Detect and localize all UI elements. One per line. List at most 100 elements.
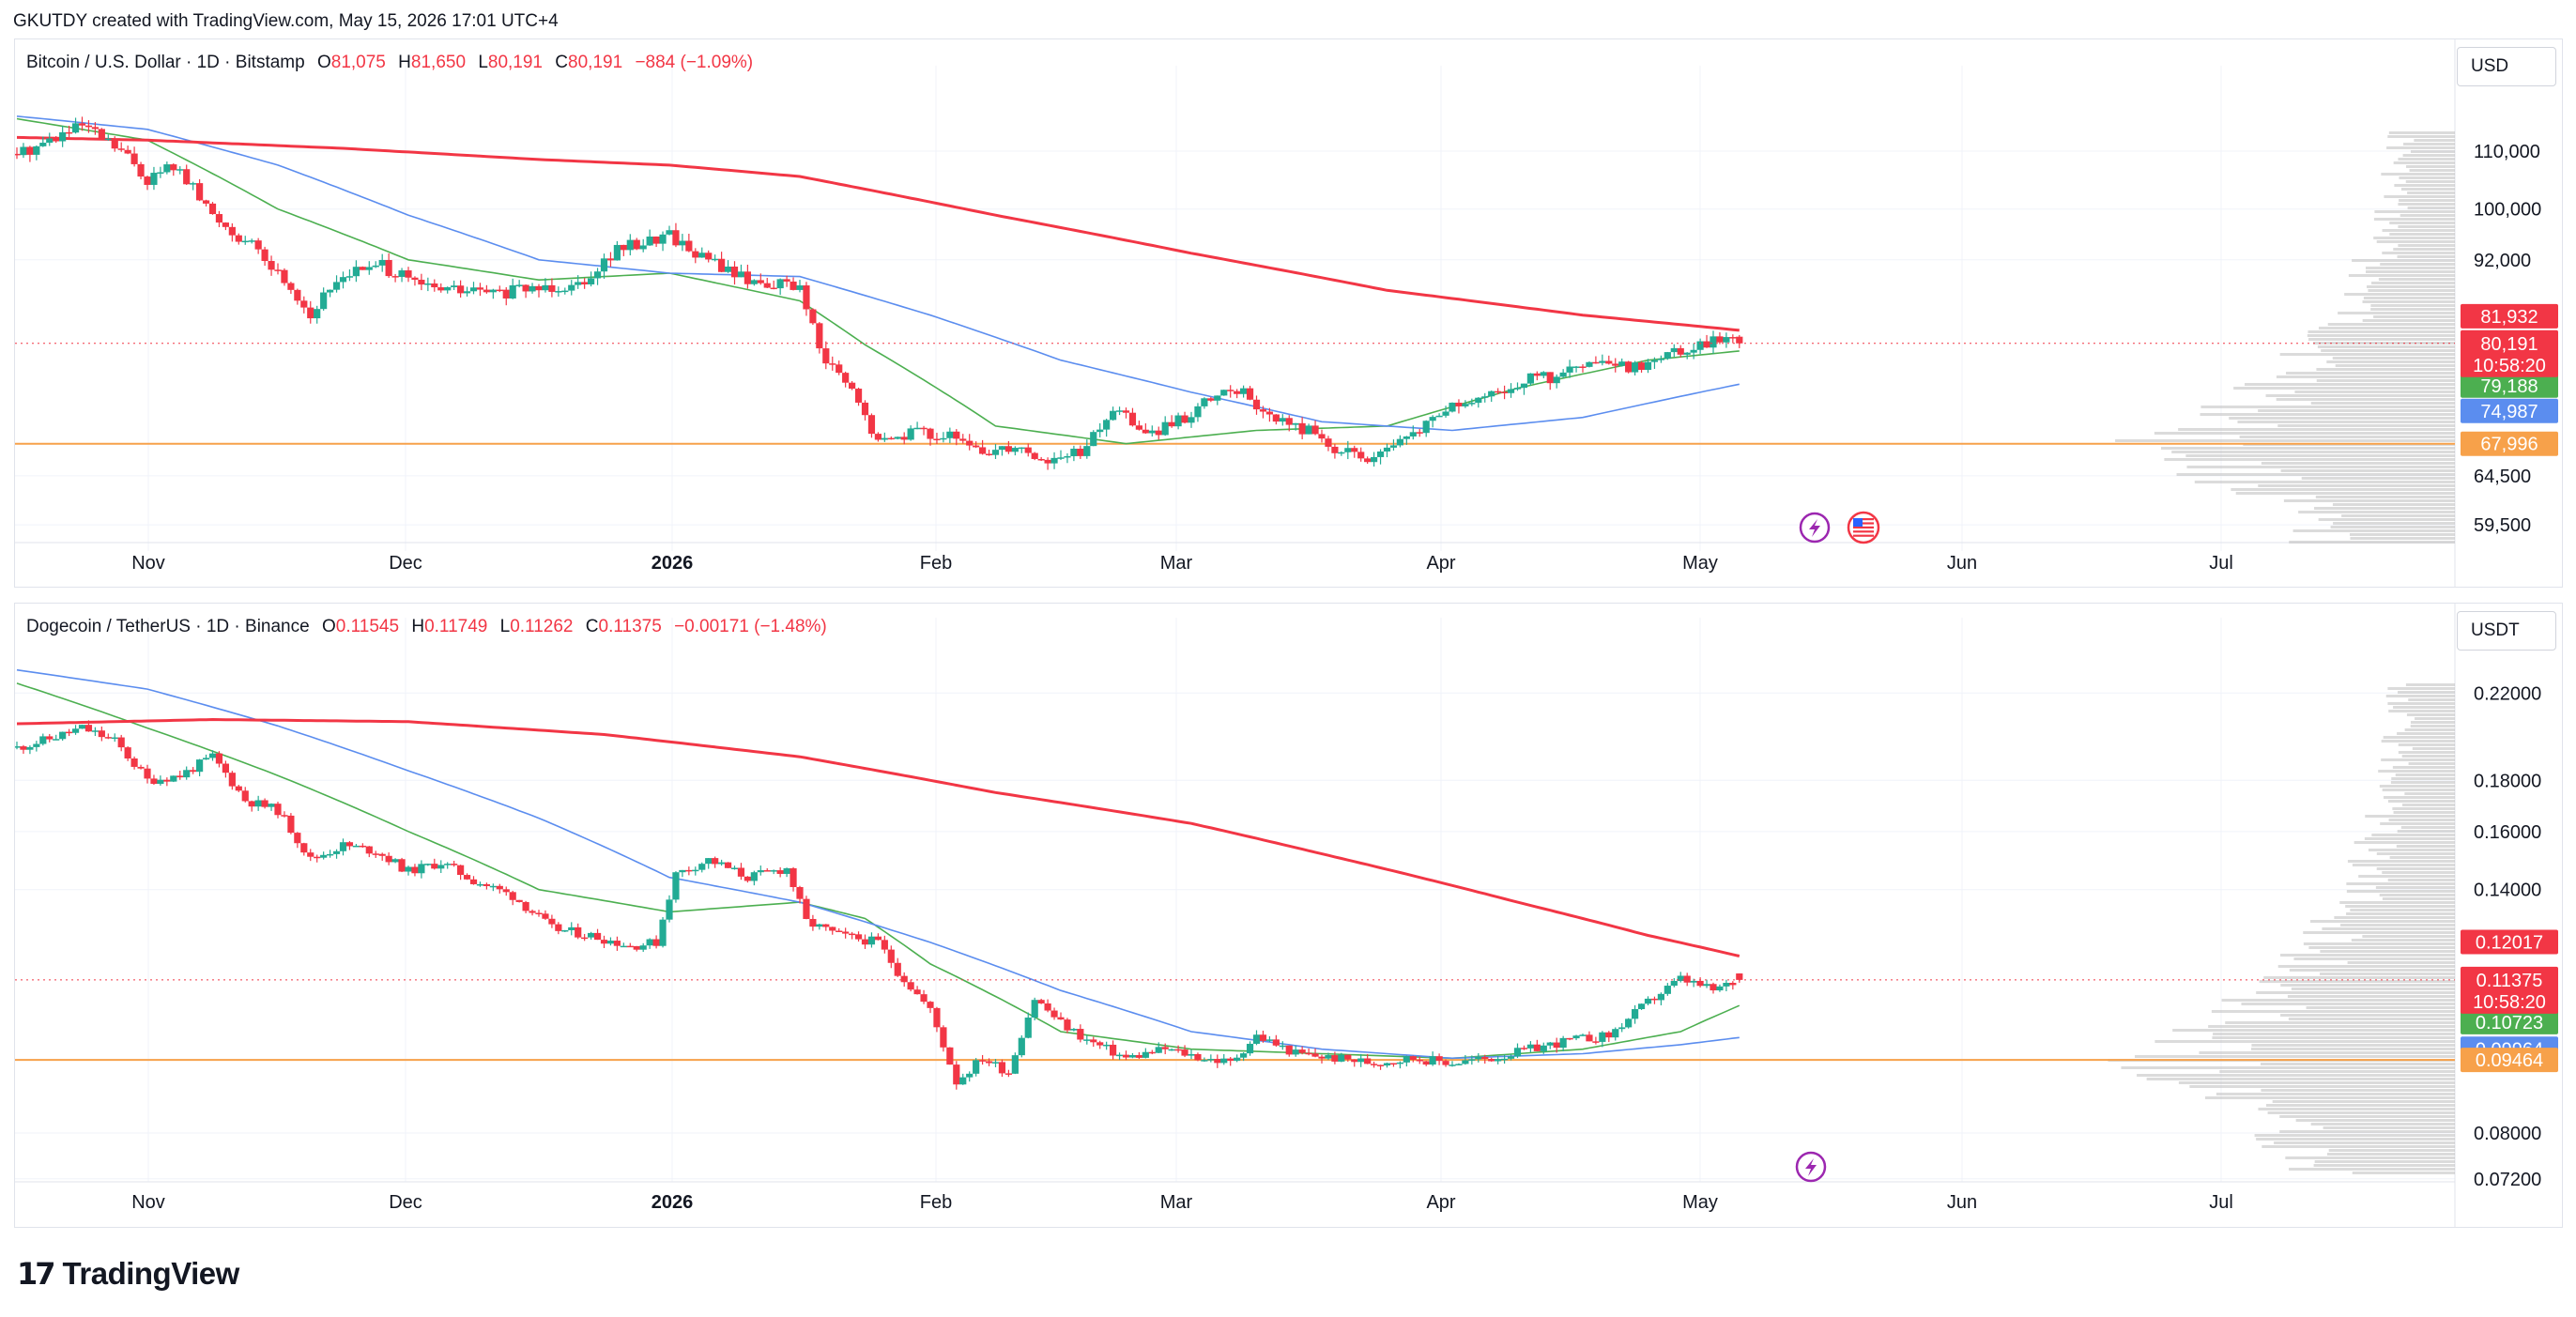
btc-candle-body xyxy=(1044,459,1051,464)
btc-candle-body xyxy=(1188,417,1195,423)
doge-grid xyxy=(15,618,2455,1182)
btc-symbol: Bitcoin / U.S. Dollar · 1D · Bitstamp xyxy=(26,53,305,72)
doge-candle-body xyxy=(130,758,138,767)
btc-candle-body xyxy=(959,438,967,441)
doge-volume-bar xyxy=(2251,1044,2455,1047)
btc-candle-body xyxy=(1305,425,1312,435)
btc-candle-body xyxy=(803,285,810,310)
doge-candle-body xyxy=(1572,1035,1580,1039)
btc-candle-body xyxy=(1325,438,1332,447)
btc-close-label: C xyxy=(555,53,569,72)
doge-open-label: O xyxy=(321,617,336,636)
btc-candle-body xyxy=(1298,422,1306,435)
btc-candle-body xyxy=(451,285,458,287)
doge-volume-bar xyxy=(2135,1055,2455,1058)
doge-candle-body xyxy=(920,994,928,1003)
doge-currency-selector[interactable]: USDT xyxy=(2457,611,2556,651)
doge-lightning-icon xyxy=(1795,1151,1827,1183)
doge-candle-body xyxy=(1083,1039,1091,1041)
btc-candle-body xyxy=(1161,421,1169,436)
btc-candle-body xyxy=(874,434,882,440)
doge-volume-bar xyxy=(2279,1115,2455,1118)
btc-volume-bar xyxy=(2261,462,2455,465)
btc-candle-body xyxy=(822,348,830,364)
doge-volume-bar xyxy=(2383,736,2455,739)
btc-volume-bar xyxy=(2200,406,2455,408)
btc-volume-bar xyxy=(2373,315,2455,318)
btc-candle-body xyxy=(1214,395,1221,401)
doge-ma-slow-line xyxy=(16,717,1740,957)
doge-candle-body xyxy=(659,919,667,946)
doge-candle-body xyxy=(881,940,888,950)
doge-last-price-tag-bg xyxy=(2461,966,2558,1014)
btc-candle-body xyxy=(1513,388,1522,390)
btc-candle-body xyxy=(235,235,242,242)
doge-volume-bar xyxy=(2287,995,2455,998)
btc-chart-svg[interactable]: 110,000 100,000 92,000 64,500 59,500 Nov Dec 20… xyxy=(15,39,2562,587)
btc-volume-bar xyxy=(2348,274,2455,277)
doge-candle-body xyxy=(698,864,706,870)
doge-open-value: 0.11545 xyxy=(335,617,400,636)
tradingview-wordmark: TradingView xyxy=(62,1256,240,1291)
doge-candle-body xyxy=(1383,1063,1391,1066)
btc-candle-body xyxy=(352,267,360,277)
btc-candle-body xyxy=(666,230,673,235)
btc-candle-body xyxy=(842,373,850,383)
doge-volume-bar xyxy=(2376,852,2455,855)
doge-volume-bar xyxy=(2303,942,2455,945)
btc-candle-body xyxy=(1657,359,1664,360)
btc-volume-bar xyxy=(2389,233,2455,236)
btc-volume-bar xyxy=(2171,451,2455,453)
doge-candles xyxy=(15,720,1743,1090)
doge-candle-body xyxy=(685,869,693,872)
doge-candle-body xyxy=(1553,1042,1560,1049)
btc-candle-body xyxy=(1272,414,1280,422)
doge-volume-bar xyxy=(2415,717,2455,720)
doge-lightning-icon-bolt xyxy=(1805,1158,1817,1176)
btc-x-tick-label: Jul xyxy=(2209,553,2233,574)
doge-chart-svg[interactable]: 0.22000 0.18000 0.16000 0.14000 0.08000 0.072… xyxy=(15,604,2562,1227)
btc-candle-body xyxy=(620,244,627,251)
doge-volume-bar xyxy=(2260,1063,2455,1065)
doge-candle-body xyxy=(1455,1064,1463,1065)
doge-volume-bar xyxy=(2310,1123,2455,1126)
btc-candle-body xyxy=(281,269,288,283)
doge-volume-bar xyxy=(2368,849,2455,851)
doge-candle-body xyxy=(59,731,67,740)
doge-volume-bar xyxy=(2261,1089,2455,1092)
doge-candle-body xyxy=(1526,1044,1534,1049)
btc-volume-bar xyxy=(2289,541,2455,544)
btc-candle-body xyxy=(529,285,536,292)
btc-volume-bar xyxy=(2386,146,2455,149)
doge-candle-body xyxy=(959,1077,967,1085)
doge-x-tick-label: Apr xyxy=(1426,1192,1455,1213)
btc-y-tick-label: 59,500 xyxy=(2474,515,2531,536)
btc-candle-body xyxy=(1396,438,1403,446)
doge-candle-body xyxy=(1259,1034,1267,1041)
tradingview-logo[interactable]: 17 TradingView xyxy=(17,1255,239,1293)
btc-candle-body xyxy=(953,431,960,439)
btc-high-label: H xyxy=(398,53,411,72)
doge-volume-bar xyxy=(2309,920,2455,923)
btc-currency-selector[interactable]: USD xyxy=(2457,47,2556,86)
doge-chart-panel[interactable]: Dogecoin / TetherUS · 1D · Binance O0.11… xyxy=(14,603,2563,1228)
btc-candle-body xyxy=(1403,436,1410,439)
btc-chart-panel[interactable]: Bitcoin / U.S. Dollar · 1D · Bitstamp O8… xyxy=(14,38,2563,588)
doge-volume-bar xyxy=(2387,800,2455,803)
btc-candle-body xyxy=(385,259,392,277)
btc-candle-body xyxy=(1057,457,1065,459)
doge-candle-body xyxy=(529,911,536,913)
btc-candle-body xyxy=(254,240,262,250)
btc-candle-body xyxy=(692,251,699,258)
btc-candle-body xyxy=(542,284,549,291)
btc-candle-body xyxy=(535,285,543,291)
btc-volume-bar xyxy=(2115,439,2455,442)
btc-ma-slow-price-tag-bg xyxy=(2461,303,2558,329)
doge-volume-bar xyxy=(2354,841,2455,844)
doge-candle-body xyxy=(1207,1059,1215,1061)
doge-candle-body xyxy=(437,865,445,869)
doge-volume-bar xyxy=(2262,1145,2455,1148)
doge-volume-bar xyxy=(2387,879,2455,881)
btc-volume-bar xyxy=(2350,537,2455,540)
btc-candle-body xyxy=(320,292,328,310)
